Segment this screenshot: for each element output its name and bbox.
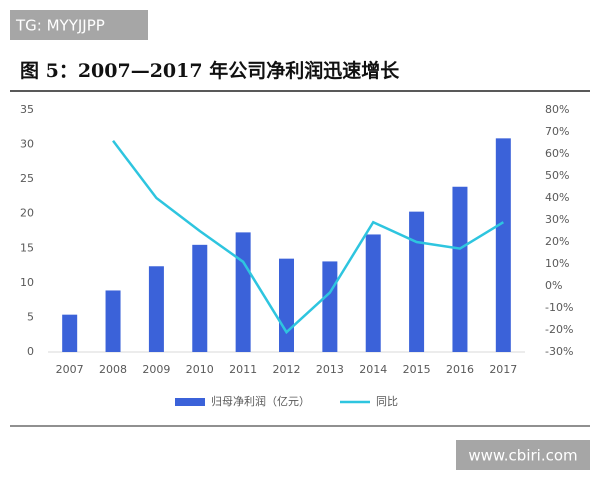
watermark-box xyxy=(456,440,590,470)
x-tick-label: 2007 xyxy=(56,363,84,376)
x-tick-label: 2017 xyxy=(489,363,517,376)
bar xyxy=(148,266,164,352)
y2-tick-label: 80% xyxy=(545,103,569,116)
y2-tick-label: 0% xyxy=(545,279,562,292)
legend-label: 归母净利润（亿元） xyxy=(211,394,310,408)
x-tick-label: 2010 xyxy=(186,363,214,376)
y-tick-label: 5 xyxy=(27,310,34,323)
bar xyxy=(495,138,511,352)
y2-tick-label: 50% xyxy=(545,169,569,182)
line xyxy=(112,140,504,335)
y2-tick-label: -10% xyxy=(545,301,573,314)
watermark: TG: MYYJJPP xyxy=(15,17,105,35)
y2-tick-label: -20% xyxy=(545,323,573,336)
bar xyxy=(235,232,251,352)
bar xyxy=(105,290,121,352)
x-tick-label: 2015 xyxy=(403,363,431,376)
y-tick-label: 25 xyxy=(20,172,34,185)
legend-swatch xyxy=(175,398,205,406)
bar xyxy=(192,244,208,352)
y2-tick-label: 30% xyxy=(545,213,569,226)
y2-tick-label: 10% xyxy=(545,257,569,270)
watermark: www.cbiri.com xyxy=(468,447,577,465)
x-tick-label: 2011 xyxy=(229,363,257,376)
x-tick-label: 2012 xyxy=(273,363,301,376)
y-tick-label: 20 xyxy=(20,207,34,220)
bar xyxy=(409,211,425,352)
x-tick-label: 2009 xyxy=(142,363,170,376)
x-tick-label: 2008 xyxy=(99,363,127,376)
legend-label: 同比 xyxy=(376,395,398,408)
bar xyxy=(62,314,78,352)
y2-tick-label: 70% xyxy=(545,125,569,138)
watermark-box xyxy=(10,10,148,40)
x-tick-label: 2013 xyxy=(316,363,344,376)
bar xyxy=(322,261,338,352)
y-tick-label: 15 xyxy=(20,241,34,254)
y2-tick-label: 60% xyxy=(545,147,569,160)
y2-tick-label: -30% xyxy=(545,345,573,358)
x-tick-label: 2016 xyxy=(446,363,474,376)
y2-tick-label: 40% xyxy=(545,191,569,204)
bar xyxy=(365,234,381,352)
chart-title: 图 5：2007—2017 年公司净利润迅速增长 xyxy=(20,59,400,82)
y-tick-label: 0 xyxy=(27,345,34,358)
y-tick-label: 35 xyxy=(20,103,34,116)
y-tick-label: 30 xyxy=(20,138,34,151)
bar xyxy=(279,258,294,352)
bar xyxy=(452,186,468,352)
y2-tick-label: 20% xyxy=(545,235,569,248)
y-tick-label: 10 xyxy=(20,276,34,289)
x-tick-label: 2014 xyxy=(359,363,387,376)
